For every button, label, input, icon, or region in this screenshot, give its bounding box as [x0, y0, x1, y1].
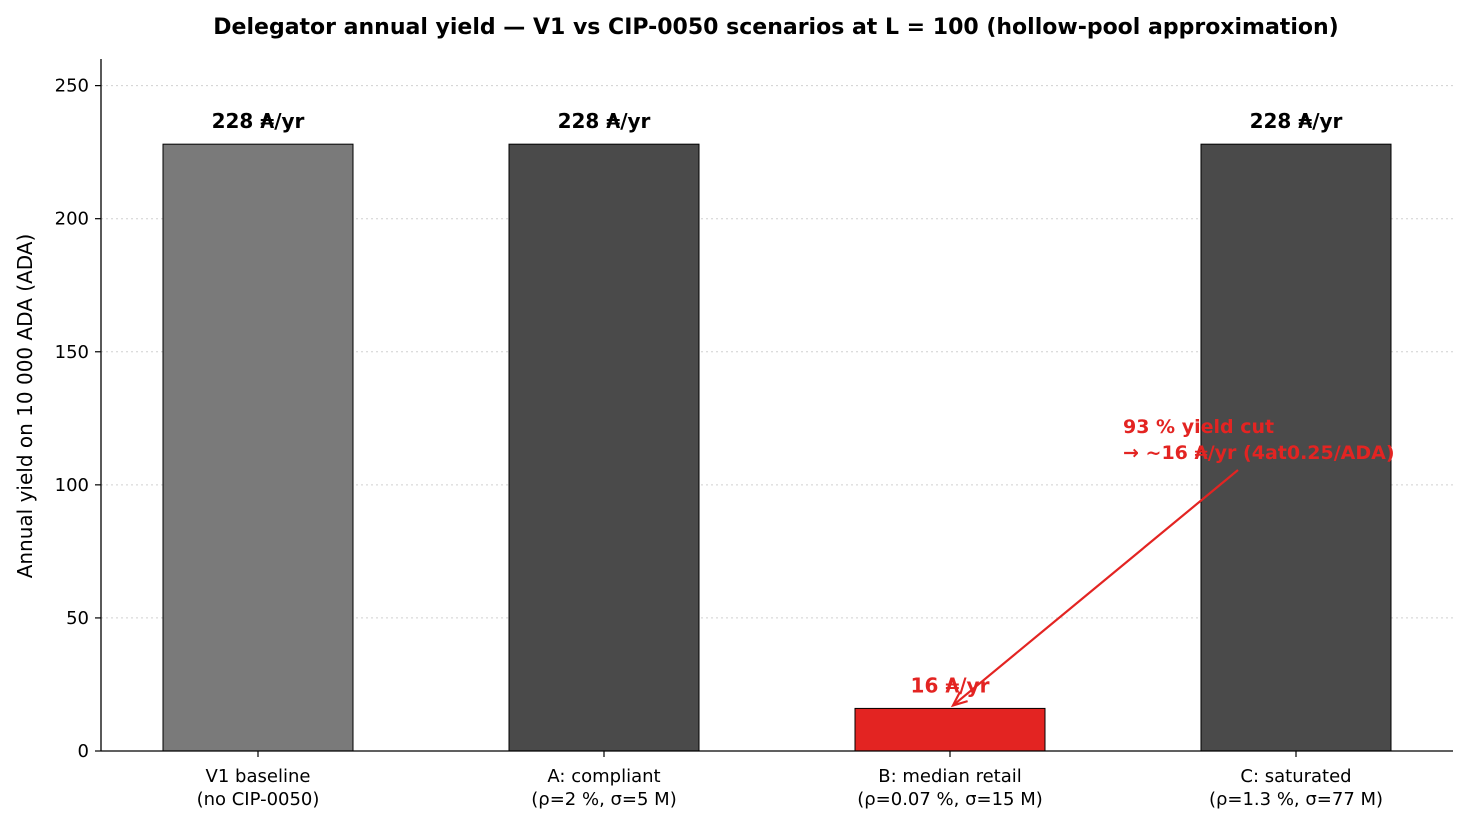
y-tick-label: 250 [55, 76, 89, 97]
data-label: 228 ₳/yr [558, 109, 651, 133]
data-label: 228 ₳/yr [212, 109, 305, 133]
bar [854, 707, 1046, 752]
x-tick-label: V1 baseline [206, 766, 311, 787]
annotation-arrow [952, 469, 1239, 707]
x-axis-ticks: V1 baseline(no CIP-0050) A: compliant(ρ=2… [197, 751, 1383, 810]
y-tick-label: 100 [55, 475, 89, 496]
axes [100, 59, 1453, 752]
y-tick-label: 0 [78, 741, 89, 762]
annotation-text: 93 % yield cut [1123, 416, 1274, 438]
x-tick-label: (no CIP-0050) [197, 789, 320, 810]
x-tick-label: B: median retail [878, 766, 1022, 787]
x-tick-label: C: saturated [1240, 766, 1351, 787]
bar [1200, 143, 1392, 752]
y-tick-label: 50 [66, 608, 89, 629]
bar [508, 143, 700, 752]
y-axis-label: Annual yield on 10 000 ADA (ADA) [13, 234, 37, 579]
x-tick-label: (ρ=0.07 %, σ=15 M) [857, 789, 1043, 810]
y-axis-ticks: 0 50 100 150 200 250 [55, 76, 101, 762]
chart-title: Delegator annual yield — V1 vs CIP-0050 … [213, 15, 1338, 40]
annotation-text: → ~16 ₳/yr (4at0.25/ADA) [1123, 442, 1395, 464]
annotation: 93 % yield cut → ~16 ₳/yr (4at0.25/ADA) [950, 416, 1395, 708]
y-tick-label: 200 [55, 209, 89, 230]
data-label: 228 ₳/yr [1250, 109, 1343, 133]
x-tick-label: (ρ=1.3 %, σ=77 M) [1209, 789, 1383, 810]
y-tick-label: 150 [55, 342, 89, 363]
x-tick-label: (ρ=2 %, σ=5 M) [531, 789, 676, 810]
bars [162, 143, 1392, 752]
bar [162, 143, 354, 752]
annotation-arrowhead [950, 691, 968, 708]
x-tick-label: A: compliant [547, 766, 660, 787]
